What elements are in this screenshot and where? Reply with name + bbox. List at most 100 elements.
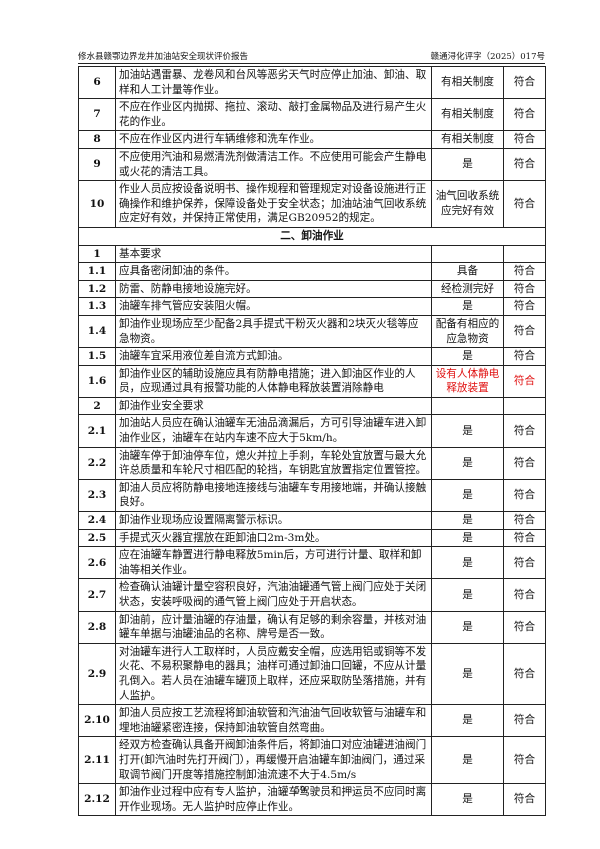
item-number: 2.8 xyxy=(78,610,116,644)
table-row: 1.5 油罐车宜采用液位差自流方式卸油。是符合 xyxy=(78,347,546,366)
item-content: 卸油前，应计量油罐的存油量，确认有足够的剩余容量，并核对油罐车单据与油罐油品的名… xyxy=(115,610,432,644)
table-body: 6 加油站遇雷暴、龙卷风和台风等恶劣天气时应停止加油、卸油、取样和人工计量等作业。… xyxy=(78,65,546,817)
table-row: 10 作业人员应按设备说明书、操作规程和管理规定对设备设施进行正确操作和维护保养，… xyxy=(78,180,546,228)
table-row: 2.5 手提式灭火器宜摆放在距卸油口2m-3m处。是符合 xyxy=(78,528,546,548)
item-result: 符合 xyxy=(503,347,546,366)
table-row: 1.1 应具备密闭卸油的条件。 具备 符合 xyxy=(78,262,546,281)
item-result: 符合 xyxy=(503,98,546,132)
item-content: 卸油人员应按工艺流程将卸油软管和汽油油气回收软管与油罐车和埋地油罐紧密连接，保持… xyxy=(115,704,432,738)
item-number: 1.4 xyxy=(78,314,116,349)
item-finding: 有相关制度 xyxy=(431,65,504,100)
item-number: 2.10 xyxy=(78,704,116,738)
table-row: 8 不应在作业区内进行车辆维修和洗车作业。 有相关制度 符合 xyxy=(78,130,546,149)
table-row: 2.11 经双方检查确认具备开阀卸油条件后，将卸油口对应油罐进油阀门打开(卸汽油时… xyxy=(78,736,546,785)
item-content: 不应在作业区内抛掷、拖拉、滚动、敲打金属物品及进行易产生火花的作业。 xyxy=(115,98,432,132)
item-number: 2.4 xyxy=(78,511,116,530)
item-content: 加油站人员应在确认油罐车无油品滴漏后，方可引导油罐车进入卸油作业区，油罐车在站内… xyxy=(115,414,432,448)
empty-cell xyxy=(503,244,546,264)
item-result: 符合 xyxy=(503,65,546,100)
item-finding: 是 xyxy=(431,546,504,580)
item-result: 符合 xyxy=(503,262,546,281)
table-row: 9 不应使用汽油和易燃清洗剂做清洁工作。不应使用可能会产生静电或火花的清洁工具。是… xyxy=(78,147,546,182)
item-number: 2.1 xyxy=(78,414,116,448)
item-number: 2.12 xyxy=(78,783,116,817)
item-content: 应具备密闭卸油的条件。 xyxy=(115,262,432,281)
item-result: 符合 xyxy=(503,511,546,530)
item-result: 符合 xyxy=(503,578,546,612)
table-row: 1 基本要求 xyxy=(78,244,546,264)
item-number: 2.2 xyxy=(78,446,116,480)
item-result: 符合 xyxy=(503,414,546,448)
table-row: 2.4 卸油作业现场应设置隔离警示标识。是符合 xyxy=(78,511,546,530)
item-number: 7 xyxy=(78,98,116,132)
table-row: 2.6 应在油罐车静置进行静电释放5min后，方可进行计量、取样和卸油等相关作业。… xyxy=(78,546,546,580)
item-number: 2.11 xyxy=(78,736,116,785)
item-finding: 是 xyxy=(431,528,504,548)
item-number: 1.2 xyxy=(78,279,116,299)
empty-cell xyxy=(431,244,504,264)
table-row: 2.2 油罐车停于卸油停车位，熄火并拉上手刹，车轮处宜放置与最大允许总质量和车轮尺… xyxy=(78,446,546,480)
empty-cell xyxy=(503,396,546,416)
item-number: 2.9 xyxy=(78,642,116,706)
item-result: 符合 xyxy=(503,130,546,149)
item-result: 符合 xyxy=(503,297,546,316)
report-title: 修水县赣鄂边界龙井加油站安全现状评价报告 xyxy=(78,52,249,62)
table-row: 1.2 防雷、防静电接地设施完好。 经检测完好 符合 xyxy=(78,279,546,299)
item-number: 9 xyxy=(78,147,116,182)
item-number: 2.7 xyxy=(78,578,116,612)
empty-cell xyxy=(431,396,504,416)
item-result: 符合 xyxy=(503,478,546,513)
item-result: 符合 xyxy=(503,279,546,299)
page-number: 59 xyxy=(294,786,306,796)
inspection-table: 6 加油站遇雷暴、龙卷风和台风等恶劣天气时应停止加油、卸油、取样和人工计量等作业。… xyxy=(78,65,546,817)
item-number: 1.6 xyxy=(78,364,116,398)
item-finding: 具备 xyxy=(431,262,504,281)
item-finding: 是 xyxy=(431,642,504,706)
item-content: 油罐车排气管应安装阻火帽。 xyxy=(115,297,432,316)
item-content: 油罐车宜采用液位差自流方式卸油。 xyxy=(115,347,432,366)
item-content: 加油站遇雷暴、龙卷风和台风等恶劣天气时应停止加油、卸油、取样和人工计量等作业。 xyxy=(115,65,432,100)
item-number: 2.6 xyxy=(78,546,116,580)
item-finding: 经检测完好 xyxy=(431,279,504,299)
item-finding: 有相关制度 xyxy=(431,130,504,149)
item-number: 2 xyxy=(78,396,116,416)
item-result: 符合 xyxy=(503,546,546,580)
item-finding: 是 xyxy=(431,478,504,513)
item-finding: 是 xyxy=(431,704,504,738)
item-finding: 配备有相应的应急物资 xyxy=(431,314,504,349)
table-row: 7 不应在作业区内抛掷、拖拉、滚动、敲打金属物品及进行易产生火花的作业。 有相关制度… xyxy=(78,98,546,132)
item-number: 1 xyxy=(78,244,116,264)
item-finding: 设有人体静电释放装置 xyxy=(431,364,504,398)
item-finding: 是 xyxy=(431,414,504,448)
item-finding: 是 xyxy=(431,147,504,182)
section-title: 二、卸油作业 xyxy=(78,226,546,246)
item-finding: 是 xyxy=(431,610,504,644)
item-content: 防雷、防静电接地设施完好。 xyxy=(115,279,432,299)
item-result: 符合 xyxy=(503,180,546,228)
item-content: 作业人员应按设备说明书、操作规程和管理规定对设备设施进行正确操作和维护保养，保障… xyxy=(115,180,432,228)
table-row: 2.3 卸油人员应将防静电接地连接线与油罐车专用接地端，并确认接触良好。是符合 xyxy=(78,478,546,513)
item-result: 符合 xyxy=(503,704,546,738)
item-finding: 油气回收系统应完好有效 xyxy=(431,180,504,228)
item-finding: 是 xyxy=(431,736,504,785)
item-result: 符合 xyxy=(503,364,546,398)
item-number: 10 xyxy=(78,180,116,228)
item-content: 卸油作业现场应至少配备2具手提式干粉灭火器和2块灭火毯等应急物资。 xyxy=(115,314,432,349)
item-content: 卸油作业区的辅助设施应具有防静电措施；进入卸油区作业的人员，应现通过具有报警功能… xyxy=(115,364,432,398)
page-header: 修水县赣鄂边界龙井加油站安全现状评价报告 赣通浔化评字（2025）017号 xyxy=(78,50,545,64)
item-result: 符合 xyxy=(503,147,546,182)
report-code: 赣通浔化评字（2025）017号 xyxy=(430,52,545,62)
item-content: 对油罐车进行人工取样时，人员应戴安全帽，应选用铝或铜等不发火花、不易积聚静电的器… xyxy=(115,642,432,706)
table-row: 二、卸油作业 xyxy=(78,226,546,246)
item-finding: 是 xyxy=(431,511,504,530)
item-number: 1.3 xyxy=(78,297,116,316)
item-content: 油罐车停于卸油停车位，熄火并拉上手刹，车轮处宜放置与最大允许总质量和车轮尺寸相匹… xyxy=(115,446,432,480)
item-finding: 是 xyxy=(431,783,504,817)
item-number: 2.3 xyxy=(78,478,116,513)
item-finding: 是 xyxy=(431,578,504,612)
item-finding: 是 xyxy=(431,446,504,480)
table-row: 6 加油站遇雷暴、龙卷风和台风等恶劣天气时应停止加油、卸油、取样和人工计量等作业。… xyxy=(78,65,546,100)
item-result: 符合 xyxy=(503,610,546,644)
item-number: 1.5 xyxy=(78,347,116,366)
